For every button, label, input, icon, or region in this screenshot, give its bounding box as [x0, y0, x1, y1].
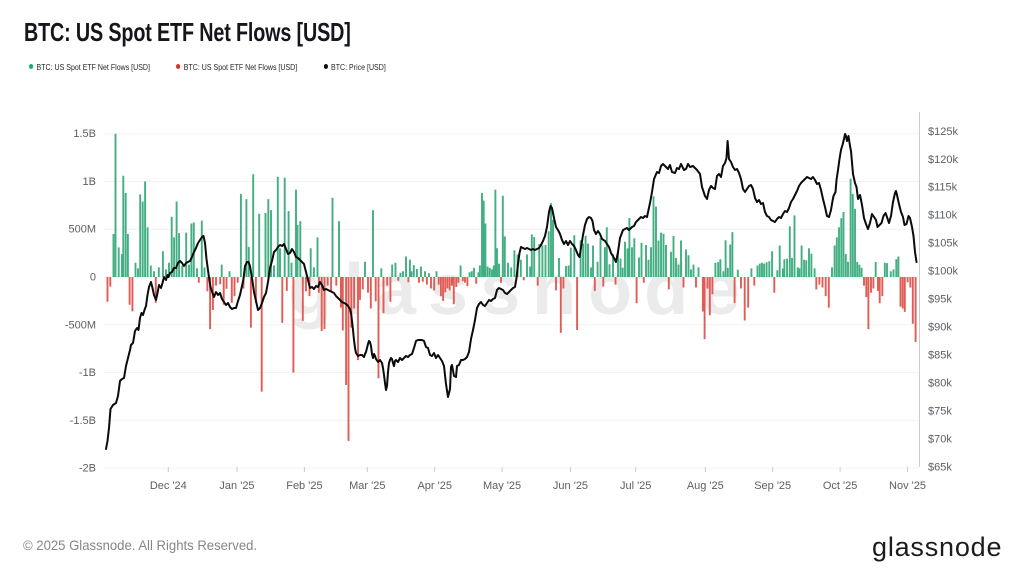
svg-text:Jun '25: Jun '25 [553, 480, 588, 492]
svg-text:Aug '25: Aug '25 [687, 480, 724, 492]
svg-text:-500M: -500M [65, 319, 96, 331]
svg-text:$70k: $70k [928, 434, 952, 446]
svg-text:Nov '25: Nov '25 [889, 480, 926, 492]
svg-text:-2B: -2B [79, 463, 96, 475]
svg-text:Feb '25: Feb '25 [286, 480, 322, 492]
svg-text:$95k: $95k [928, 294, 952, 306]
svg-text:500M: 500M [68, 224, 96, 236]
svg-text:$65k: $65k [928, 461, 952, 473]
svg-text:$110k: $110k [928, 210, 958, 222]
svg-text:$105k: $105k [928, 238, 958, 250]
svg-text:$120k: $120k [928, 154, 958, 166]
svg-text:Dec '24: Dec '24 [150, 480, 187, 492]
svg-text:$85k: $85k [928, 350, 952, 362]
svg-text:Sep '25: Sep '25 [754, 480, 791, 492]
svg-text:Mar '25: Mar '25 [349, 480, 385, 492]
svg-text:May '25: May '25 [483, 480, 521, 492]
svg-text:-1.5B: -1.5B [70, 415, 96, 427]
svg-text:$100k: $100k [928, 266, 958, 278]
svg-text:1.5B: 1.5B [73, 128, 96, 140]
svg-text:Oct '25: Oct '25 [823, 480, 858, 492]
svg-text:$90k: $90k [928, 322, 952, 334]
svg-text:$125k: $125k [928, 126, 958, 138]
svg-text:1B: 1B [83, 176, 96, 188]
svg-text:$80k: $80k [928, 378, 952, 390]
svg-text:Apr '25: Apr '25 [417, 480, 452, 492]
svg-text:-1B: -1B [79, 367, 96, 379]
svg-text:Jan '25: Jan '25 [219, 480, 254, 492]
svg-text:$75k: $75k [928, 406, 952, 418]
svg-text:0: 0 [90, 272, 96, 284]
svg-text:$115k: $115k [928, 182, 958, 194]
svg-text:Jul '25: Jul '25 [620, 480, 651, 492]
